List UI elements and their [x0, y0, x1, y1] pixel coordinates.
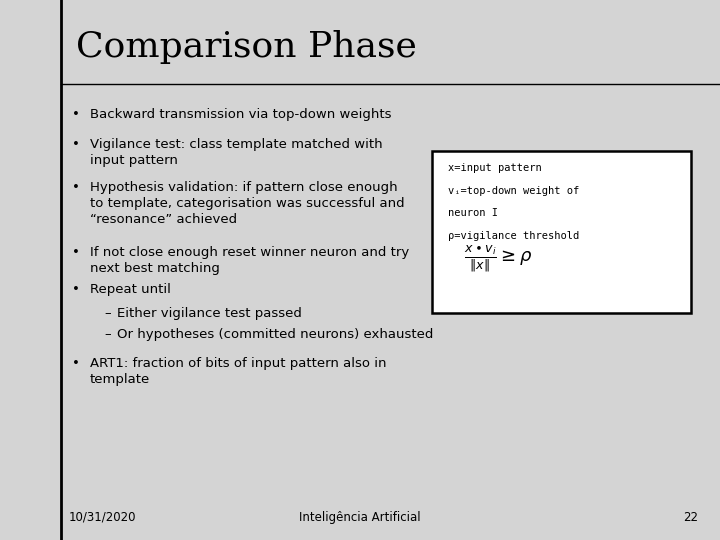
Text: –: –	[104, 328, 111, 341]
Text: Or hypotheses (committed neurons) exhausted: Or hypotheses (committed neurons) exhaus…	[117, 328, 433, 341]
FancyBboxPatch shape	[432, 151, 691, 313]
Text: •: •	[72, 108, 80, 121]
Text: ART1: fraction of bits of input pattern also in
template: ART1: fraction of bits of input pattern …	[90, 357, 387, 387]
Text: If not close enough reset winner neuron and try
next best matching: If not close enough reset winner neuron …	[90, 246, 409, 275]
Text: $\frac{x \bullet v_i}{\|x\|} \geq \rho$: $\frac{x \bullet v_i}{\|x\|} \geq \rho$	[464, 244, 533, 274]
Text: •: •	[72, 357, 80, 370]
Text: vᵢ=top-down weight of: vᵢ=top-down weight of	[448, 186, 579, 196]
Text: 22: 22	[683, 511, 698, 524]
Text: Either vigilance test passed: Either vigilance test passed	[117, 307, 302, 320]
Text: Vigilance test: class template matched with
input pattern: Vigilance test: class template matched w…	[90, 138, 382, 167]
Text: •: •	[72, 181, 80, 194]
Text: Backward transmission via top-down weights: Backward transmission via top-down weigh…	[90, 108, 392, 121]
Text: neuron I: neuron I	[448, 208, 498, 219]
Text: ρ=vigilance threshold: ρ=vigilance threshold	[448, 231, 579, 241]
Text: –: –	[104, 307, 111, 320]
Text: x=input pattern: x=input pattern	[448, 163, 541, 173]
Text: Inteligência Artificial: Inteligência Artificial	[300, 511, 420, 524]
Text: Repeat until: Repeat until	[90, 284, 171, 296]
Text: •: •	[72, 284, 80, 296]
Text: 10/31/2020: 10/31/2020	[68, 511, 136, 524]
Text: •: •	[72, 138, 80, 151]
Text: Comparison Phase: Comparison Phase	[76, 30, 416, 64]
Text: •: •	[72, 246, 80, 259]
Text: Hypothesis validation: if pattern close enough
to template, categorisation was s: Hypothesis validation: if pattern close …	[90, 181, 405, 226]
